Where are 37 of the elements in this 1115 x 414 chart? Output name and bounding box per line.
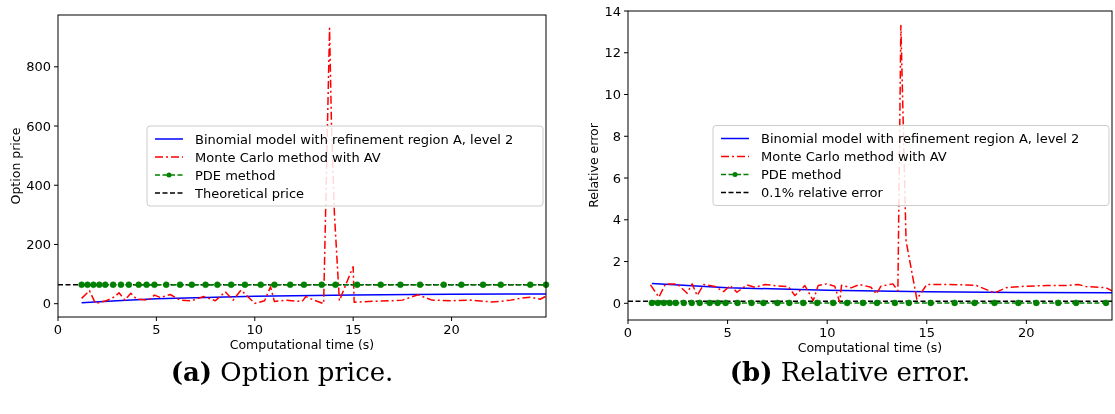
y-tick-label: 8	[612, 128, 621, 144]
x-tick-label: 10	[246, 322, 264, 337]
legend-label: Binomial model with refinement region A, level 2	[195, 131, 514, 147]
y-tick-label: 6	[612, 170, 621, 186]
legend-label: PDE method	[761, 167, 842, 183]
y-axis-title: Option price	[8, 127, 23, 205]
x-tick-label: 0	[53, 322, 63, 337]
y-tick-label: 4	[612, 212, 621, 228]
x-tick-label: 15	[344, 322, 362, 337]
x-tick-label: 0	[623, 325, 633, 340]
legend-label: Binomial model with refinement region A, level 2	[761, 131, 1080, 147]
x-tick-label: 20	[1018, 325, 1035, 340]
x-tick-label: 20	[443, 322, 460, 337]
y-tick-label: 0	[612, 295, 621, 311]
legend-label: PDE method	[195, 167, 276, 183]
y-tick-label: 800	[26, 59, 51, 75]
y-axis-title: Relative error	[586, 122, 601, 208]
y-tick-label: 400	[26, 177, 51, 193]
x-tick-label: 15	[918, 325, 936, 340]
legend-label: Monte Carlo method with AV	[761, 149, 947, 165]
y-tick-label: 200	[26, 237, 51, 253]
legend-label: 0.1% relative error	[761, 185, 884, 201]
y-tick-label: 0	[42, 296, 51, 312]
y-tick-label: 600	[26, 118, 51, 134]
x-tick-label: 5	[723, 325, 732, 340]
y-tick-label: 14	[604, 3, 621, 19]
y-tick-label: 12	[604, 45, 621, 61]
y-tick-label: 2	[612, 254, 621, 270]
legend-label: Theoretical price	[194, 185, 305, 201]
text: (a) Option price.	[170, 357, 394, 387]
legend-label: Monte Carlo method with AV	[195, 149, 381, 165]
x-tick-label: 10	[818, 325, 836, 340]
x-axis-title: Computational time (s)	[229, 337, 375, 352]
text: (b) Relative error.	[729, 357, 971, 387]
x-axis-title: Computational time (s)	[797, 340, 943, 355]
x-tick-label: 5	[152, 322, 161, 337]
y-tick-label: 10	[604, 87, 621, 103]
